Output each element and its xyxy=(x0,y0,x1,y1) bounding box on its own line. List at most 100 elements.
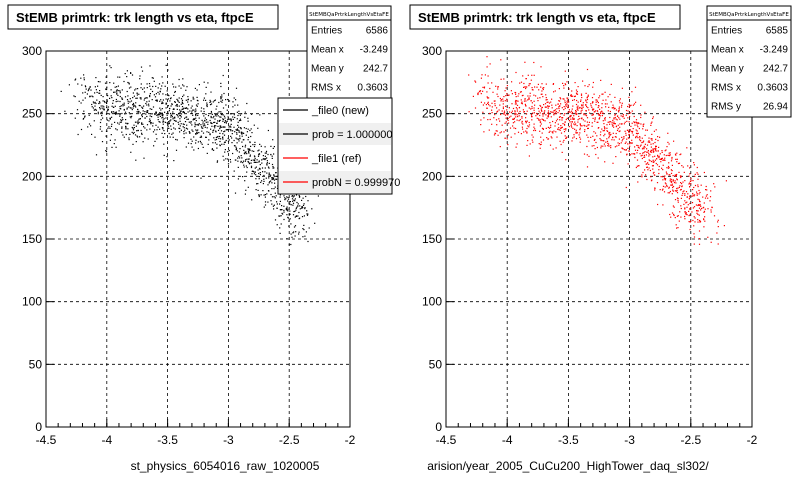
scatter-point xyxy=(197,114,199,116)
scatter-point xyxy=(610,133,612,135)
scatter-point xyxy=(169,100,171,102)
scatter-point xyxy=(541,90,543,92)
scatter-point xyxy=(141,106,143,108)
scatter-point xyxy=(142,107,144,109)
scatter-point xyxy=(497,95,499,98)
scatter-point xyxy=(547,112,549,114)
y-tick-label: 50 xyxy=(429,357,443,371)
scatter-point xyxy=(102,108,104,110)
scatter-point xyxy=(194,87,196,89)
scatter-point xyxy=(130,107,132,109)
scatter-point xyxy=(137,120,139,122)
scatter-point xyxy=(684,218,686,220)
scatter-point xyxy=(645,129,647,131)
scatter-point xyxy=(161,101,163,103)
scatter-point xyxy=(595,153,597,156)
scatter-point xyxy=(176,114,178,116)
scatter-point xyxy=(161,108,163,110)
scatter-point xyxy=(592,135,594,137)
scatter-point xyxy=(153,145,155,147)
scatter-point xyxy=(202,132,205,134)
scatter-point xyxy=(83,110,85,112)
scatter-point xyxy=(622,114,624,116)
scatter-point xyxy=(123,109,125,111)
scatter-point xyxy=(625,149,627,151)
x-tick-label: -2 xyxy=(747,433,758,447)
scatter-point xyxy=(563,131,566,133)
scatter-point xyxy=(679,211,681,213)
y-tick-label: 150 xyxy=(22,232,42,246)
scatter-point xyxy=(617,110,619,112)
scatter-point xyxy=(680,197,682,199)
scatter-point xyxy=(628,106,630,108)
scatter-point xyxy=(668,174,670,176)
scatter-point xyxy=(500,100,502,102)
scatter-point xyxy=(617,124,619,126)
scatter-point xyxy=(698,219,701,222)
scatter-point xyxy=(687,204,689,206)
scatter-point xyxy=(149,120,151,122)
scatter-point xyxy=(607,130,609,132)
scatter-point xyxy=(614,136,616,138)
scatter-point xyxy=(661,151,663,153)
scatter-point xyxy=(614,123,616,125)
scatter-point xyxy=(540,143,542,145)
scatter-point xyxy=(266,162,268,164)
scatter-point xyxy=(574,82,576,84)
scatter-point xyxy=(139,105,141,107)
scatter-point xyxy=(113,111,115,113)
scatter-point xyxy=(482,111,484,113)
scatter-point xyxy=(209,134,211,136)
scatter-point xyxy=(586,106,588,108)
scatter-point xyxy=(221,113,223,116)
scatter-point xyxy=(634,149,637,151)
scatter-point xyxy=(640,144,642,146)
scatter-point xyxy=(116,129,118,131)
scatter-point xyxy=(521,95,523,97)
scatter-point xyxy=(155,85,157,87)
scatter-point xyxy=(267,190,270,192)
scatter-point xyxy=(109,82,111,84)
scatter-point xyxy=(185,127,187,129)
scatter-point xyxy=(614,113,616,115)
scatter-point xyxy=(644,156,646,158)
scatter-point xyxy=(121,127,123,129)
scatter-point xyxy=(180,116,182,118)
scatter-point xyxy=(204,120,206,122)
scatter-point xyxy=(500,99,502,101)
scatter-point xyxy=(608,137,610,139)
scatter-point xyxy=(584,130,586,133)
scatter-point xyxy=(158,113,160,115)
scatter-point xyxy=(215,136,217,139)
scatter-point xyxy=(521,116,523,118)
scatter-point xyxy=(189,132,191,134)
scatter-point xyxy=(241,135,243,137)
scatter-point xyxy=(173,94,175,96)
scatter-point xyxy=(622,138,624,140)
scatter-point xyxy=(541,127,544,129)
scatter-point xyxy=(133,131,135,134)
scatter-point xyxy=(509,116,511,118)
scatter-point xyxy=(525,113,528,115)
scatter-point xyxy=(658,146,660,148)
scatter-point xyxy=(210,117,212,119)
scatter-point xyxy=(664,178,666,180)
scatter-point xyxy=(555,113,557,115)
scatter-point xyxy=(550,124,552,126)
scatter-point xyxy=(669,213,671,216)
scatter-point xyxy=(115,98,117,101)
scatter-point xyxy=(195,120,197,122)
scatter-point xyxy=(238,126,240,128)
scatter-point xyxy=(655,138,657,140)
scatter-point xyxy=(564,102,566,104)
scatter-point xyxy=(639,145,641,147)
scatter-point xyxy=(247,149,249,151)
scatter-point xyxy=(139,75,141,77)
scatter-point xyxy=(572,127,574,129)
scatter-point xyxy=(159,90,161,92)
scatter-point xyxy=(121,98,123,100)
scatter-point xyxy=(231,142,233,144)
scatter-point xyxy=(164,133,166,135)
scatter-point xyxy=(227,163,230,165)
scatter-point xyxy=(576,125,578,127)
